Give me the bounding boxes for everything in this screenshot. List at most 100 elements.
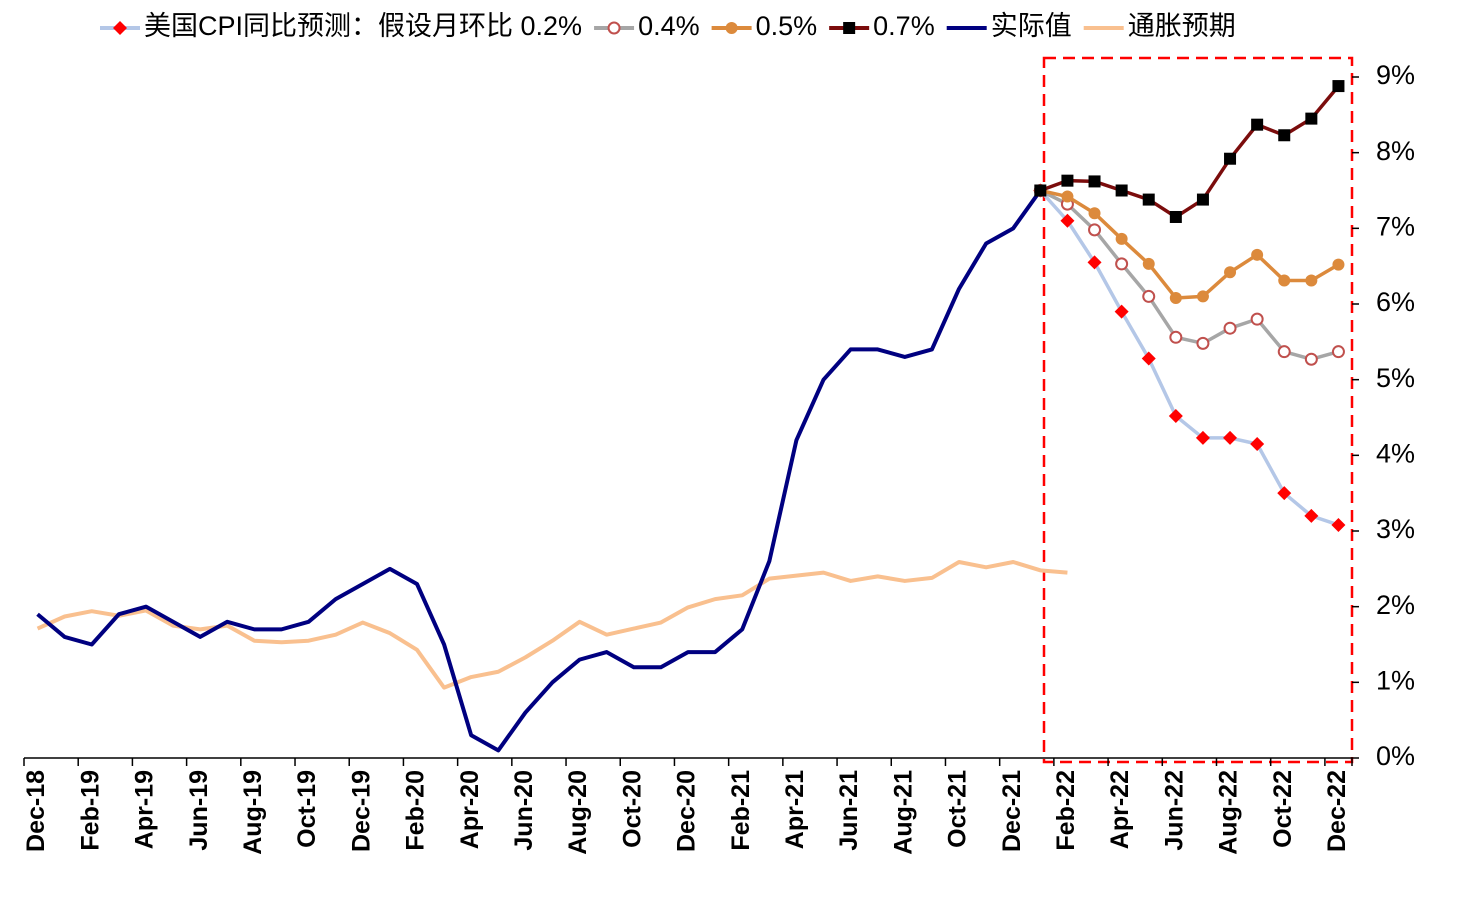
data-point bbox=[1169, 210, 1182, 223]
x-tick-label: Feb-21 bbox=[727, 770, 755, 851]
data-point bbox=[1115, 257, 1129, 271]
data-point bbox=[1169, 330, 1183, 344]
series-line bbox=[1039, 188, 1339, 361]
legend-label: 0.4% bbox=[638, 11, 700, 41]
x-tick-label: Dec-22 bbox=[1323, 770, 1351, 852]
y-tick-label: 2% bbox=[1376, 590, 1415, 620]
data-point bbox=[1034, 184, 1047, 197]
data-point bbox=[1224, 266, 1237, 279]
data-point bbox=[1088, 207, 1101, 220]
x-tick-label: Jun-19 bbox=[185, 770, 213, 851]
data-point bbox=[1251, 248, 1264, 261]
data-point bbox=[1141, 351, 1156, 366]
data-point bbox=[1168, 408, 1183, 423]
data-point bbox=[1115, 232, 1128, 245]
data-point bbox=[1305, 112, 1318, 125]
x-tick-label: Jun-21 bbox=[835, 770, 863, 851]
legend-marker bbox=[843, 22, 856, 34]
data-point bbox=[1142, 257, 1155, 270]
data-point bbox=[1061, 190, 1074, 203]
legend-label: 通胀预期 bbox=[1128, 11, 1236, 41]
data-point bbox=[1224, 152, 1237, 165]
data-point bbox=[1087, 255, 1102, 270]
highlight-box bbox=[1042, 56, 1354, 764]
y-tick-label: 8% bbox=[1376, 136, 1415, 166]
x-tick-label: Aug-20 bbox=[564, 770, 592, 855]
x-tick-label: Dec-20 bbox=[673, 770, 701, 852]
legend-item: 0.7% bbox=[829, 11, 935, 41]
legend-item: 实际值 bbox=[946, 11, 1072, 41]
data-point bbox=[1277, 486, 1292, 501]
data-point bbox=[1088, 223, 1102, 237]
data-point bbox=[1332, 258, 1345, 271]
x-tick-label: Dec-21 bbox=[998, 770, 1026, 852]
x-tick-label: Oct-22 bbox=[1269, 770, 1297, 848]
x-tick-label: Aug-19 bbox=[239, 770, 267, 855]
legend-label: 美国CPI同比预测：假设月环比 0.2% bbox=[144, 11, 582, 41]
legend-item: 0.5% bbox=[711, 11, 818, 41]
data-point bbox=[1114, 304, 1129, 319]
data-point bbox=[1331, 345, 1345, 359]
series-line bbox=[36, 189, 1042, 753]
data-point bbox=[1305, 274, 1318, 287]
y-tick-label: 5% bbox=[1376, 363, 1415, 393]
series-line bbox=[1039, 189, 1340, 527]
data-point bbox=[1061, 174, 1074, 187]
legend-marker bbox=[113, 21, 127, 35]
data-point bbox=[1060, 213, 1075, 228]
data-point bbox=[1195, 430, 1210, 445]
legend-label: 0.7% bbox=[873, 11, 935, 41]
data-point bbox=[1196, 290, 1209, 303]
legend-label: 实际值 bbox=[991, 11, 1072, 41]
x-tick-label: Aug-22 bbox=[1215, 770, 1243, 855]
legend-label: 0.5% bbox=[756, 11, 818, 41]
x-tick-label: Feb-19 bbox=[76, 770, 104, 851]
data-point bbox=[1304, 508, 1319, 523]
data-point bbox=[1331, 517, 1346, 532]
series-line bbox=[1039, 84, 1340, 219]
data-point bbox=[1223, 430, 1238, 445]
x-tick-label: Dec-19 bbox=[347, 770, 375, 852]
data-point bbox=[1115, 184, 1128, 197]
data-point bbox=[1223, 321, 1237, 335]
y-tick-label: 6% bbox=[1376, 287, 1415, 317]
x-tick-label: Jun-22 bbox=[1160, 770, 1188, 851]
data-point bbox=[1196, 336, 1210, 350]
y-tick-label: 7% bbox=[1376, 211, 1415, 241]
x-tick-label: Aug-21 bbox=[889, 770, 917, 855]
legend-marker bbox=[725, 22, 738, 34]
x-tick-label: Oct-19 bbox=[293, 770, 321, 848]
y-tick-label: 0% bbox=[1376, 741, 1415, 771]
y-tick-label: 1% bbox=[1376, 665, 1415, 695]
legend-marker bbox=[607, 21, 621, 35]
legend-item: 美国CPI同比预测：假设月环比 0.2% bbox=[100, 11, 582, 41]
data-point bbox=[1250, 436, 1265, 451]
data-point bbox=[1304, 352, 1318, 366]
data-point bbox=[1332, 80, 1345, 93]
data-point bbox=[1142, 193, 1155, 206]
x-tick-label: Feb-20 bbox=[402, 770, 430, 851]
data-point bbox=[1277, 345, 1291, 359]
x-tick-label: Oct-20 bbox=[618, 770, 646, 848]
y-tick-label: 4% bbox=[1376, 438, 1415, 468]
x-tick-label: Jun-20 bbox=[510, 770, 538, 851]
data-point bbox=[1088, 175, 1101, 188]
data-point bbox=[1250, 312, 1264, 326]
y-tick-label: 9% bbox=[1376, 60, 1415, 90]
data-point bbox=[1196, 193, 1209, 206]
x-tick-label: Apr-19 bbox=[131, 770, 159, 849]
x-tick-label: Apr-22 bbox=[1106, 770, 1134, 849]
x-tick-label: Apr-21 bbox=[781, 770, 809, 849]
data-point bbox=[1169, 291, 1182, 304]
data-point bbox=[1142, 289, 1156, 303]
series-line bbox=[36, 560, 1068, 690]
x-tick-label: Feb-22 bbox=[1052, 770, 1080, 851]
x-tick-label: Apr-20 bbox=[456, 770, 484, 849]
data-point bbox=[1251, 118, 1264, 131]
x-tick-label: Oct-21 bbox=[944, 770, 972, 848]
legend-item: 通胀预期 bbox=[1083, 11, 1236, 41]
legend-item: 0.4% bbox=[594, 11, 700, 41]
data-point bbox=[1278, 274, 1291, 287]
data-point bbox=[1278, 129, 1291, 142]
